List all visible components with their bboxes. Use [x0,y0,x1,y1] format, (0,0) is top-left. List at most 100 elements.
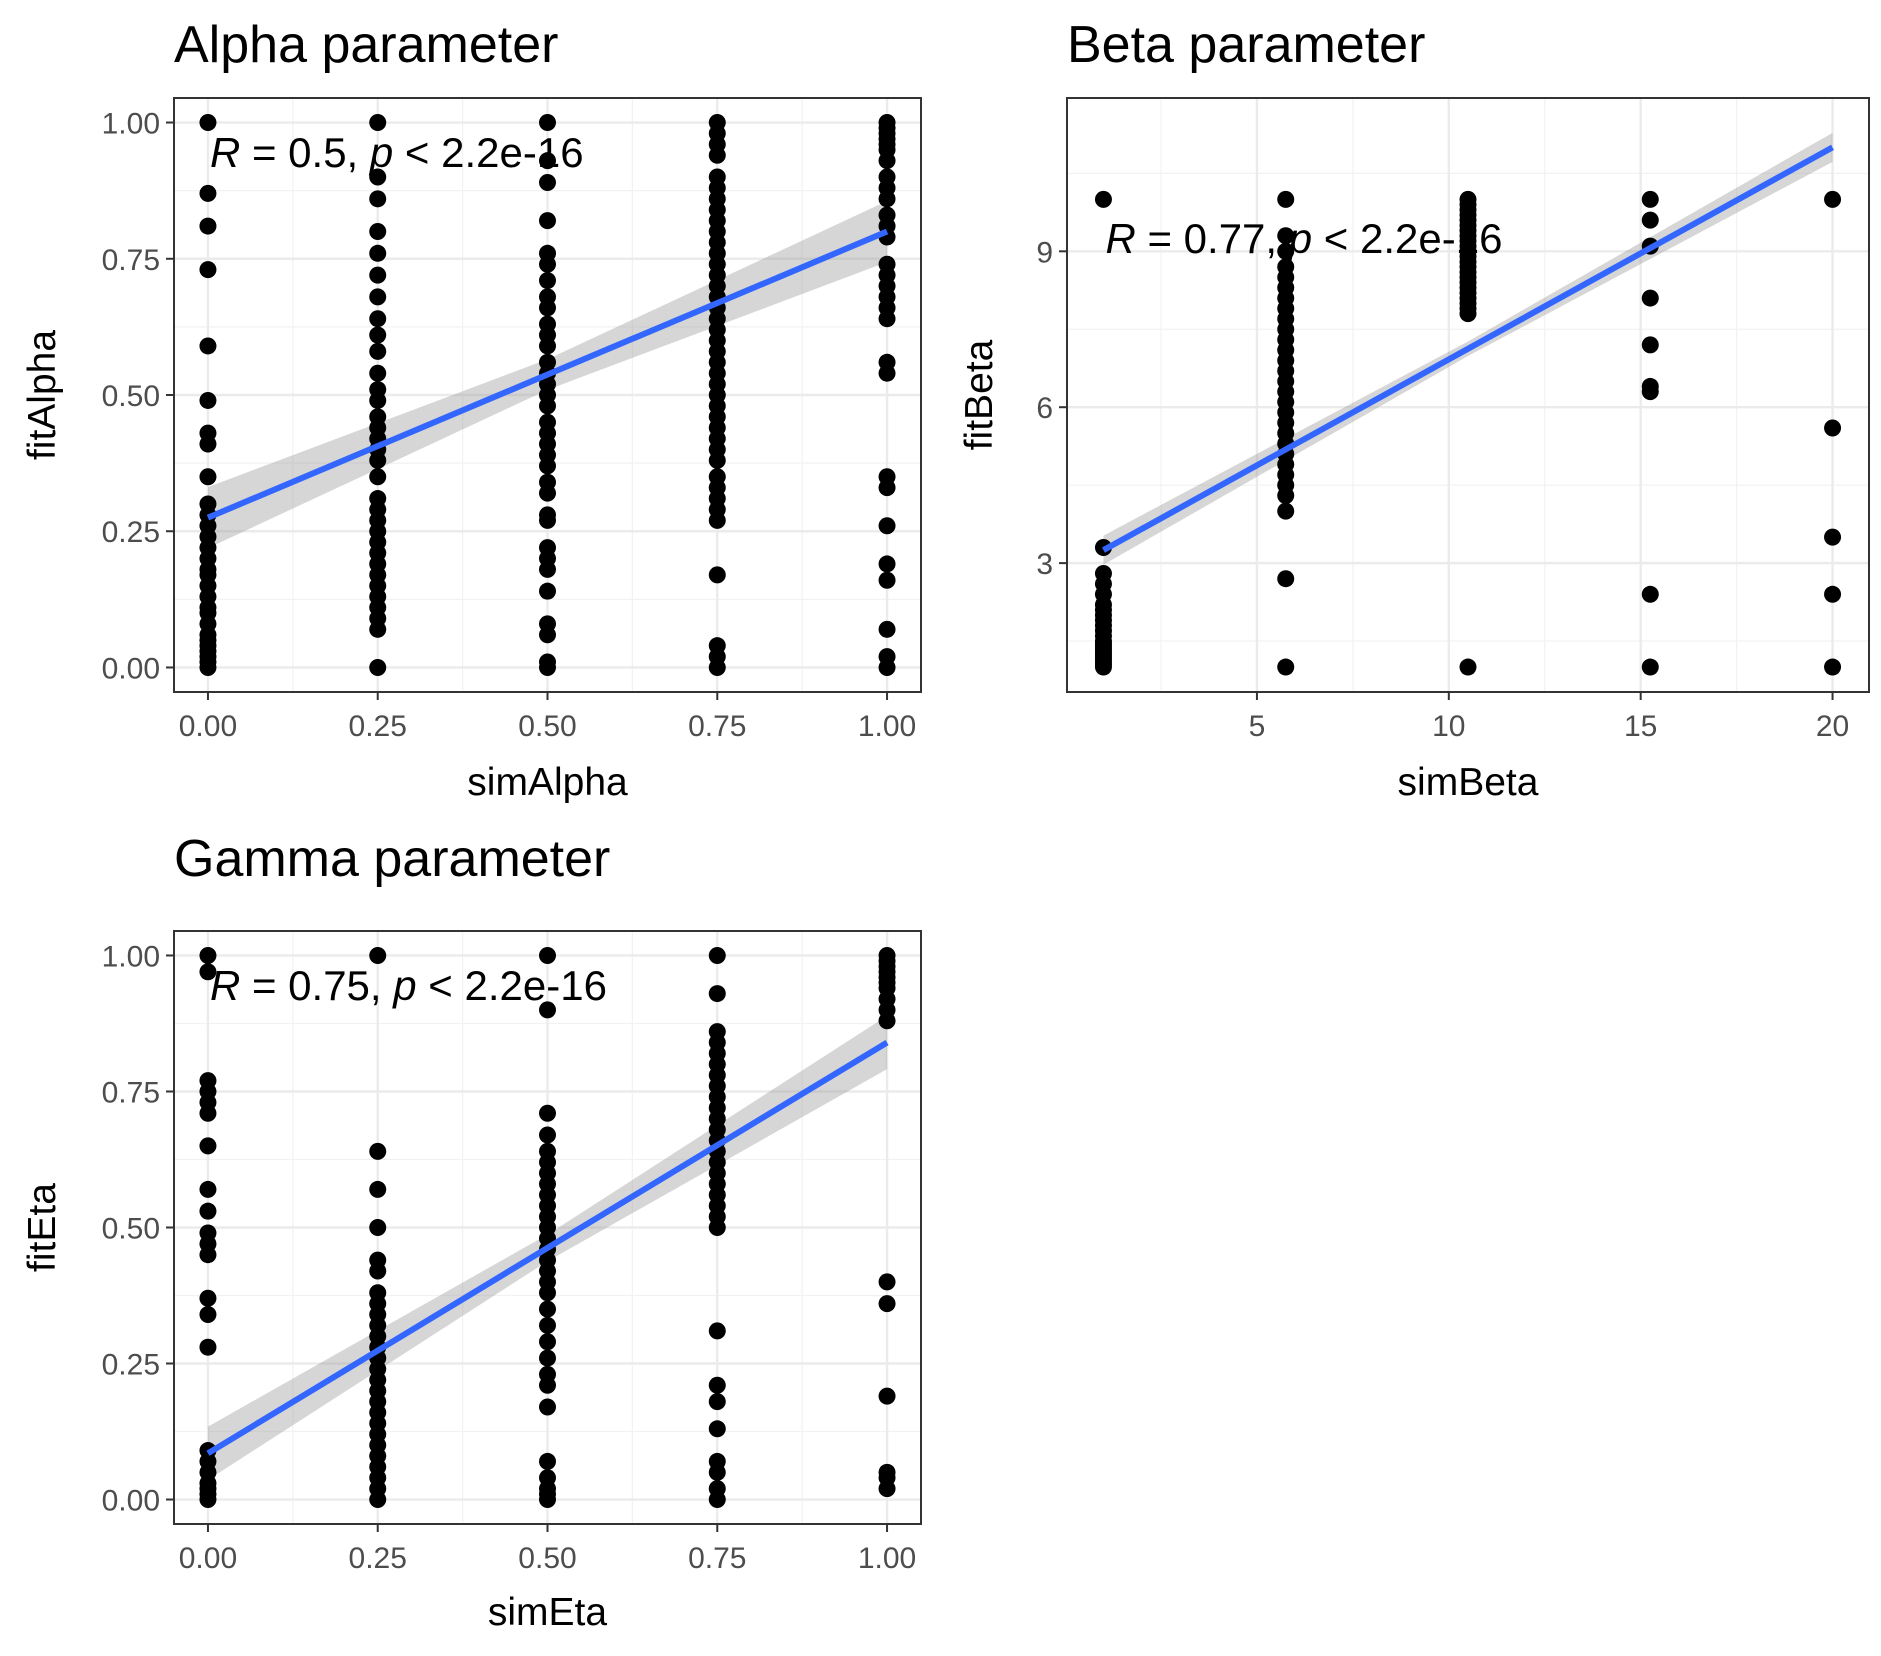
gamma-scatter-plot: Gamma parameter R = 0.75, p < 2.2e-16 0.00… [21,830,922,1634]
p-symbol: p [391,962,416,1009]
y-tick-label: 0.25 [102,1349,160,1382]
plot-title: Alpha parameter [174,16,558,74]
data-point [369,1180,387,1198]
data-point [199,1202,217,1220]
data-point [369,114,387,132]
r-value: = 0.77, [1136,215,1289,262]
data-point [539,1126,556,1144]
data-point [1277,658,1295,676]
data-point [1824,419,1842,437]
data-point [1641,336,1659,354]
data-point [199,1180,217,1198]
data-point [708,1463,726,1481]
data-point [199,1104,217,1122]
correlation-label: R = 0.77, p < 2.2e-16 [1105,215,1502,262]
data-point [369,310,387,328]
data-point [369,1142,387,1160]
data-point [708,946,726,964]
x-tick-label: 10 [1432,710,1465,743]
data-point [369,244,387,262]
data-point [539,299,556,317]
data-point [1277,502,1295,520]
plot-frame [1066,97,1870,693]
y-axis-title: fitAlpha [21,330,64,460]
data-point [369,168,387,186]
data-point [369,658,387,676]
data-point [199,184,217,202]
r-symbol: R [210,962,240,1009]
data-point [369,1219,387,1236]
data-point [1277,570,1295,588]
x-tick-label: 15 [1624,710,1657,743]
plot-title: Beta parameter [1067,16,1425,74]
plot-title: Gamma parameter [174,830,610,888]
data-point [878,152,896,170]
x-tick-label: 0.00 [179,1542,237,1575]
x-tick-label: 1.00 [858,1542,916,1575]
data-point [708,1219,726,1236]
y-tick-label: 3 [1036,548,1053,581]
x-tick-label: 5 [1249,710,1266,743]
data-point [369,391,387,409]
data-point [369,223,387,241]
data-point [1641,289,1659,307]
data-point [1277,227,1295,245]
data-point [199,1137,217,1155]
data-point [539,1491,556,1509]
beta-parameter-panel: Beta parameter R = 0.77, p < 2.2e-16 5 10 15… [940,0,1881,830]
x-axis-title: simAlpha [467,761,628,804]
alpha-scatter-plot: Alpha parameter R = 0.5, p < 2.2e-16 0.00 0… [21,16,922,804]
x-tick-label: 0.50 [518,1542,576,1575]
x-axis-title: simBeta [1398,761,1539,804]
x-tick-label: 0.75 [688,710,746,743]
data-point [539,212,556,230]
data-point [539,560,556,578]
r-symbol: R [210,129,240,176]
plot-area [1067,98,1869,692]
data-point [539,397,556,415]
data-point [539,946,556,964]
data-point [539,173,556,191]
data-point [539,1452,556,1470]
x-tick-label: 0.25 [349,1542,407,1575]
data-point [1641,585,1659,603]
data-point [539,1284,556,1302]
p-symbol: p [368,129,393,176]
data-point [199,658,217,676]
data-point [539,1398,556,1416]
data-point [1459,658,1477,676]
data-point [878,1387,896,1405]
data-point [369,1262,387,1280]
data-point [878,555,896,573]
x-tick-label: 0.00 [179,710,237,743]
data-point [708,1491,726,1509]
y-tick-label: 0.75 [102,244,160,277]
data-point [539,626,556,644]
r-symbol: R [1105,215,1135,262]
data-point [539,582,556,600]
data-point [199,261,217,279]
data-point [708,1322,726,1340]
data-point [708,566,726,584]
data-point [878,310,896,328]
data-point [539,1300,556,1318]
data-point [369,468,387,486]
data-point [369,266,387,284]
data-point [539,1316,556,1334]
plot-area [174,98,921,692]
data-point [369,364,387,382]
data-point [539,511,556,529]
data-point [369,451,387,469]
data-point [1094,190,1112,208]
data-point [199,1338,217,1356]
data-point [539,658,556,676]
p-value: < 2.2e-16 [1312,215,1502,262]
data-point [708,1393,726,1411]
data-point [878,658,896,676]
regression-line [206,1039,889,1456]
data-point [1277,487,1295,505]
p-value: < 2.2e-16 [393,129,583,176]
data-point [878,1295,896,1313]
x-tick-label: 0.25 [349,710,407,743]
data-point [708,1420,726,1438]
